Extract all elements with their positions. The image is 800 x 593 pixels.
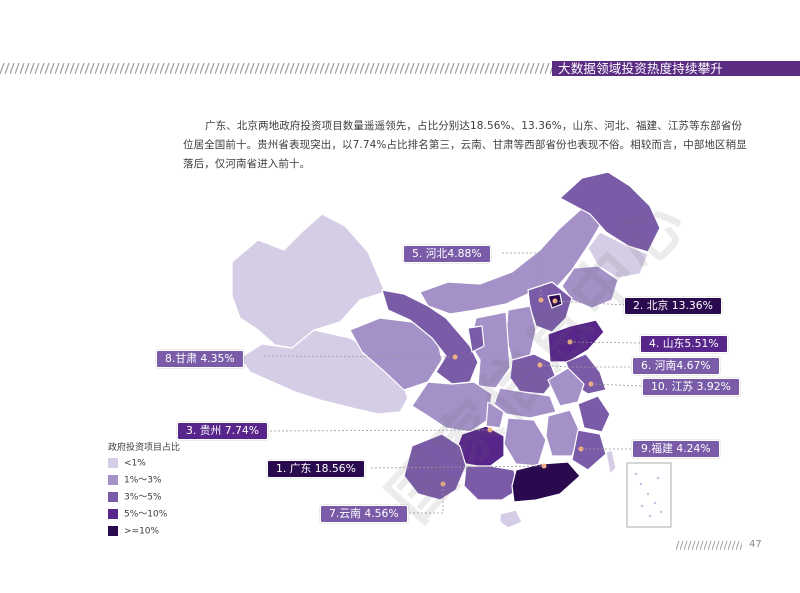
province-liaoning (561, 265, 619, 309)
callout-guangdong-label: 1. 广东 18.56% (276, 462, 356, 475)
callout-fujian: 9.福建 4.24% (632, 440, 720, 458)
legend-swatch (108, 526, 118, 536)
intro-paragraph: 广东、北京两地政府投资项目数量遥遥领先，占比分别达18.56%、13.36%，山… (183, 120, 747, 170)
legend-label: <1% (124, 458, 146, 469)
province-jiangxi (545, 409, 581, 457)
province-hubei (493, 387, 557, 419)
legend-item-1to3: 1%～3% (108, 475, 162, 486)
province-henan (509, 353, 557, 395)
legend-item-lt1: <1% (108, 458, 146, 469)
legend-title: 政府投资项目占比 (108, 443, 181, 453)
province-zhejiang (577, 395, 611, 433)
legend-label: 3%～5% (124, 492, 162, 503)
province-shandong (547, 319, 605, 363)
callout-jiangsu: 10. 江苏 3.92% (642, 378, 740, 396)
callout-henan-label: 6. 河南4.67% (641, 359, 711, 372)
legend-swatch (108, 509, 118, 519)
south-china-sea-inset (626, 462, 672, 528)
callout-henan: 6. 河南4.67% (632, 357, 720, 375)
province-jilin (587, 231, 649, 279)
callout-guangdong: 1. 广东 18.56% (267, 460, 365, 478)
legend-item-5to10: 5%～10% (108, 509, 167, 520)
callout-gansu-label: 8.甘肃 4.35% (165, 352, 235, 365)
callout-yunnan-label: 7.云南 4.56% (329, 507, 399, 520)
province-fujian (571, 429, 607, 471)
province-hainan (499, 509, 523, 529)
callout-hebei: 5. 河北4.88% (403, 245, 491, 263)
legend-swatch (108, 475, 118, 485)
callout-gansu: 8.甘肃 4.35% (156, 350, 244, 368)
callout-beijing-label: 2. 北京 13.36% (633, 299, 713, 312)
callout-fujian-label: 9.福建 4.24% (641, 442, 711, 455)
province-heilongjiang (559, 171, 661, 253)
legend-item-gte10: >=10% (108, 526, 159, 537)
province-chongqing (485, 401, 505, 429)
callout-shandong-label: 4. 山东5.51% (649, 337, 719, 350)
legend-label: 1%～3% (124, 475, 162, 486)
callout-jiangsu-label: 10. 江苏 3.92% (651, 380, 731, 393)
callout-beijing: 2. 北京 13.36% (624, 297, 722, 315)
province-anhui (547, 367, 585, 407)
province-ningxia (467, 325, 485, 353)
province-guangdong (511, 461, 581, 503)
south-china-sea-islands (634, 472, 663, 518)
callout-guizhou: 3. 贵州 7.74% (177, 422, 269, 440)
callout-guizhou-label: 3. 贵州 7.74% (186, 424, 260, 437)
page-number: 47 (749, 539, 762, 550)
footer-hatch (676, 541, 742, 550)
callout-leader-lines (263, 252, 643, 514)
legend-swatch (108, 458, 118, 468)
header-title-block (552, 61, 800, 76)
callout-hebei-label: 5. 河北4.88% (412, 247, 482, 260)
legend-label: >=10% (124, 526, 160, 537)
header-hatch-bar (0, 63, 552, 74)
province-guangxi (463, 465, 519, 501)
legend-item-3to5: 3%～5% (108, 492, 162, 503)
province-sichuan (411, 381, 493, 433)
province-qinghai (349, 317, 443, 391)
callout-shandong: 4. 山东5.51% (640, 335, 728, 353)
province-taiwan (605, 449, 617, 475)
legend-swatch (108, 492, 118, 502)
page-title: 大数据领域投资热度持续攀升 (558, 61, 724, 76)
province-xinjiang (231, 213, 386, 349)
callout-yunnan: 7.云南 4.56% (320, 505, 408, 523)
legend-label: 5%～10% (124, 509, 168, 520)
